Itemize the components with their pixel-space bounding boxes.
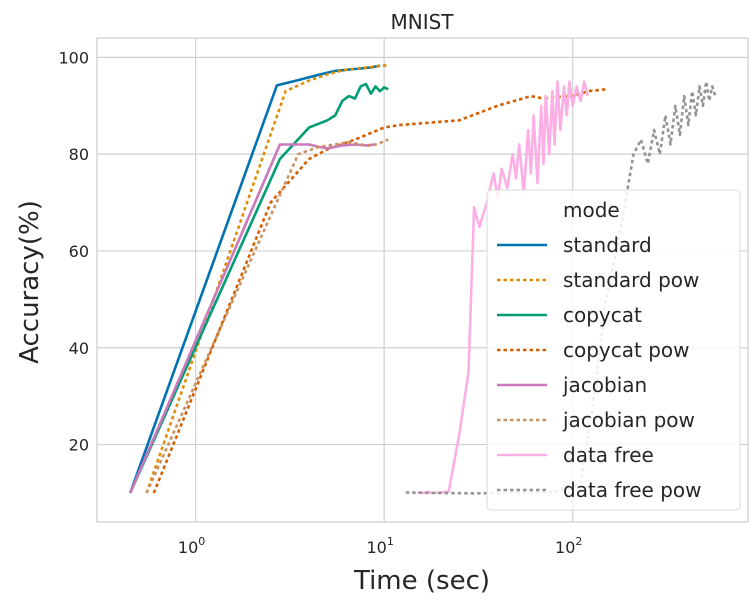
y-tick-label: 100 bbox=[58, 48, 89, 67]
x-tick-label: 101 bbox=[366, 535, 393, 557]
y-tick-label: 60 bbox=[69, 242, 89, 261]
x-tick-exponent: 1 bbox=[387, 535, 394, 548]
legend-label: copycat bbox=[563, 303, 642, 327]
legend-label: jacobian pow bbox=[562, 408, 695, 432]
series-line-copycat bbox=[129, 82, 389, 494]
legend-label: standard pow bbox=[563, 268, 699, 292]
series-line-data-free bbox=[417, 80, 589, 495]
series-line-copycat-pow bbox=[152, 88, 607, 494]
y-tick-label: 20 bbox=[69, 436, 89, 455]
legend-label: data free pow bbox=[563, 478, 702, 502]
series-line-jacobian bbox=[129, 143, 376, 494]
legend-title: mode bbox=[563, 198, 620, 222]
series-line-jacobian-pow bbox=[145, 138, 389, 494]
legend: mode standard standard pow copycat copycat p… bbox=[486, 189, 741, 511]
x-tick-base: 10 bbox=[178, 538, 198, 557]
x-tick-label: 102 bbox=[555, 535, 582, 557]
legend-box bbox=[486, 189, 741, 511]
series-lines bbox=[128, 63, 717, 495]
series-line-standard bbox=[128, 64, 381, 494]
x-tick-label: 100 bbox=[178, 535, 205, 557]
x-tick-exponent: 0 bbox=[198, 535, 205, 548]
series-line-standard-pow bbox=[145, 63, 389, 494]
series-line-data-free-pow bbox=[405, 80, 717, 495]
y-tick-label: 80 bbox=[69, 145, 89, 164]
legend-label: copycat pow bbox=[563, 338, 690, 362]
x-tick-exponent: 2 bbox=[575, 535, 582, 548]
chart-title: MNIST bbox=[390, 10, 454, 34]
y-axis-label: Accuracy(%) bbox=[15, 200, 45, 364]
x-tick-base: 10 bbox=[555, 538, 575, 557]
legend-label: data free bbox=[563, 443, 654, 467]
y-tick-label: 40 bbox=[69, 339, 89, 358]
legend-label: jacobian bbox=[562, 373, 647, 397]
x-axis-label: Time (sec) bbox=[353, 566, 490, 596]
x-tick-base: 10 bbox=[366, 538, 386, 557]
legend-label: standard bbox=[563, 233, 652, 257]
